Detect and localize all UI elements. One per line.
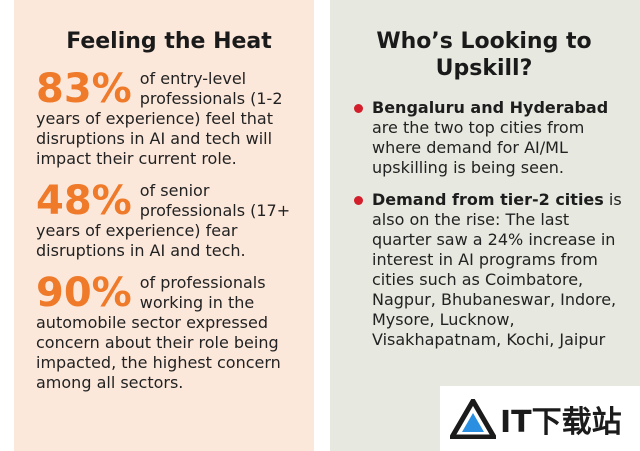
left-title: Feeling the Heat — [66, 29, 272, 54]
right-title: Who’s Looking to Upskill? — [376, 29, 592, 81]
stat-value: 83% — [36, 69, 132, 112]
stat: 90% of professionals working in the autom… — [36, 273, 302, 393]
watermark: IT下载站 — [440, 386, 640, 451]
bullet-lead: Demand from tier-2 cities — [372, 190, 604, 209]
watermark-text: IT下载站 — [500, 404, 622, 440]
right-panel: Who’s Looking to Upskill? Bengaluru and … — [330, 0, 640, 451]
bullet-text: is also on the rise: The last quarter sa… — [372, 190, 622, 349]
stat-list: 83% of entry-level professionals (1-2 yea… — [36, 69, 302, 393]
bullet: Bengaluru and Hyderabad are the two top … — [352, 98, 630, 178]
watermark-logo — [450, 398, 496, 439]
stat-value: 90% — [36, 273, 132, 316]
left-panel: Feeling the Heat 83% of entry-level profe… — [14, 0, 314, 451]
stat-text: of professionals working in the automobi… — [36, 273, 281, 392]
stat-text: of entry-level professionals (1-2 years … — [36, 69, 283, 168]
stat-value: 48% — [36, 181, 132, 224]
stat-text: of senior professionals (17+ years of ex… — [36, 181, 291, 260]
bullet-lead: Bengaluru and Hyderabad — [372, 98, 609, 117]
bullet: Demand from tier-2 cities is also on the… — [352, 190, 630, 350]
bullet-text: are the two top cities from where demand… — [372, 118, 585, 177]
stat: 48% of senior professionals (17+ years of… — [36, 181, 302, 261]
stat: 83% of entry-level professionals (1-2 yea… — [36, 69, 302, 169]
bullet-list: Bengaluru and Hyderabad are the two top … — [352, 98, 630, 350]
